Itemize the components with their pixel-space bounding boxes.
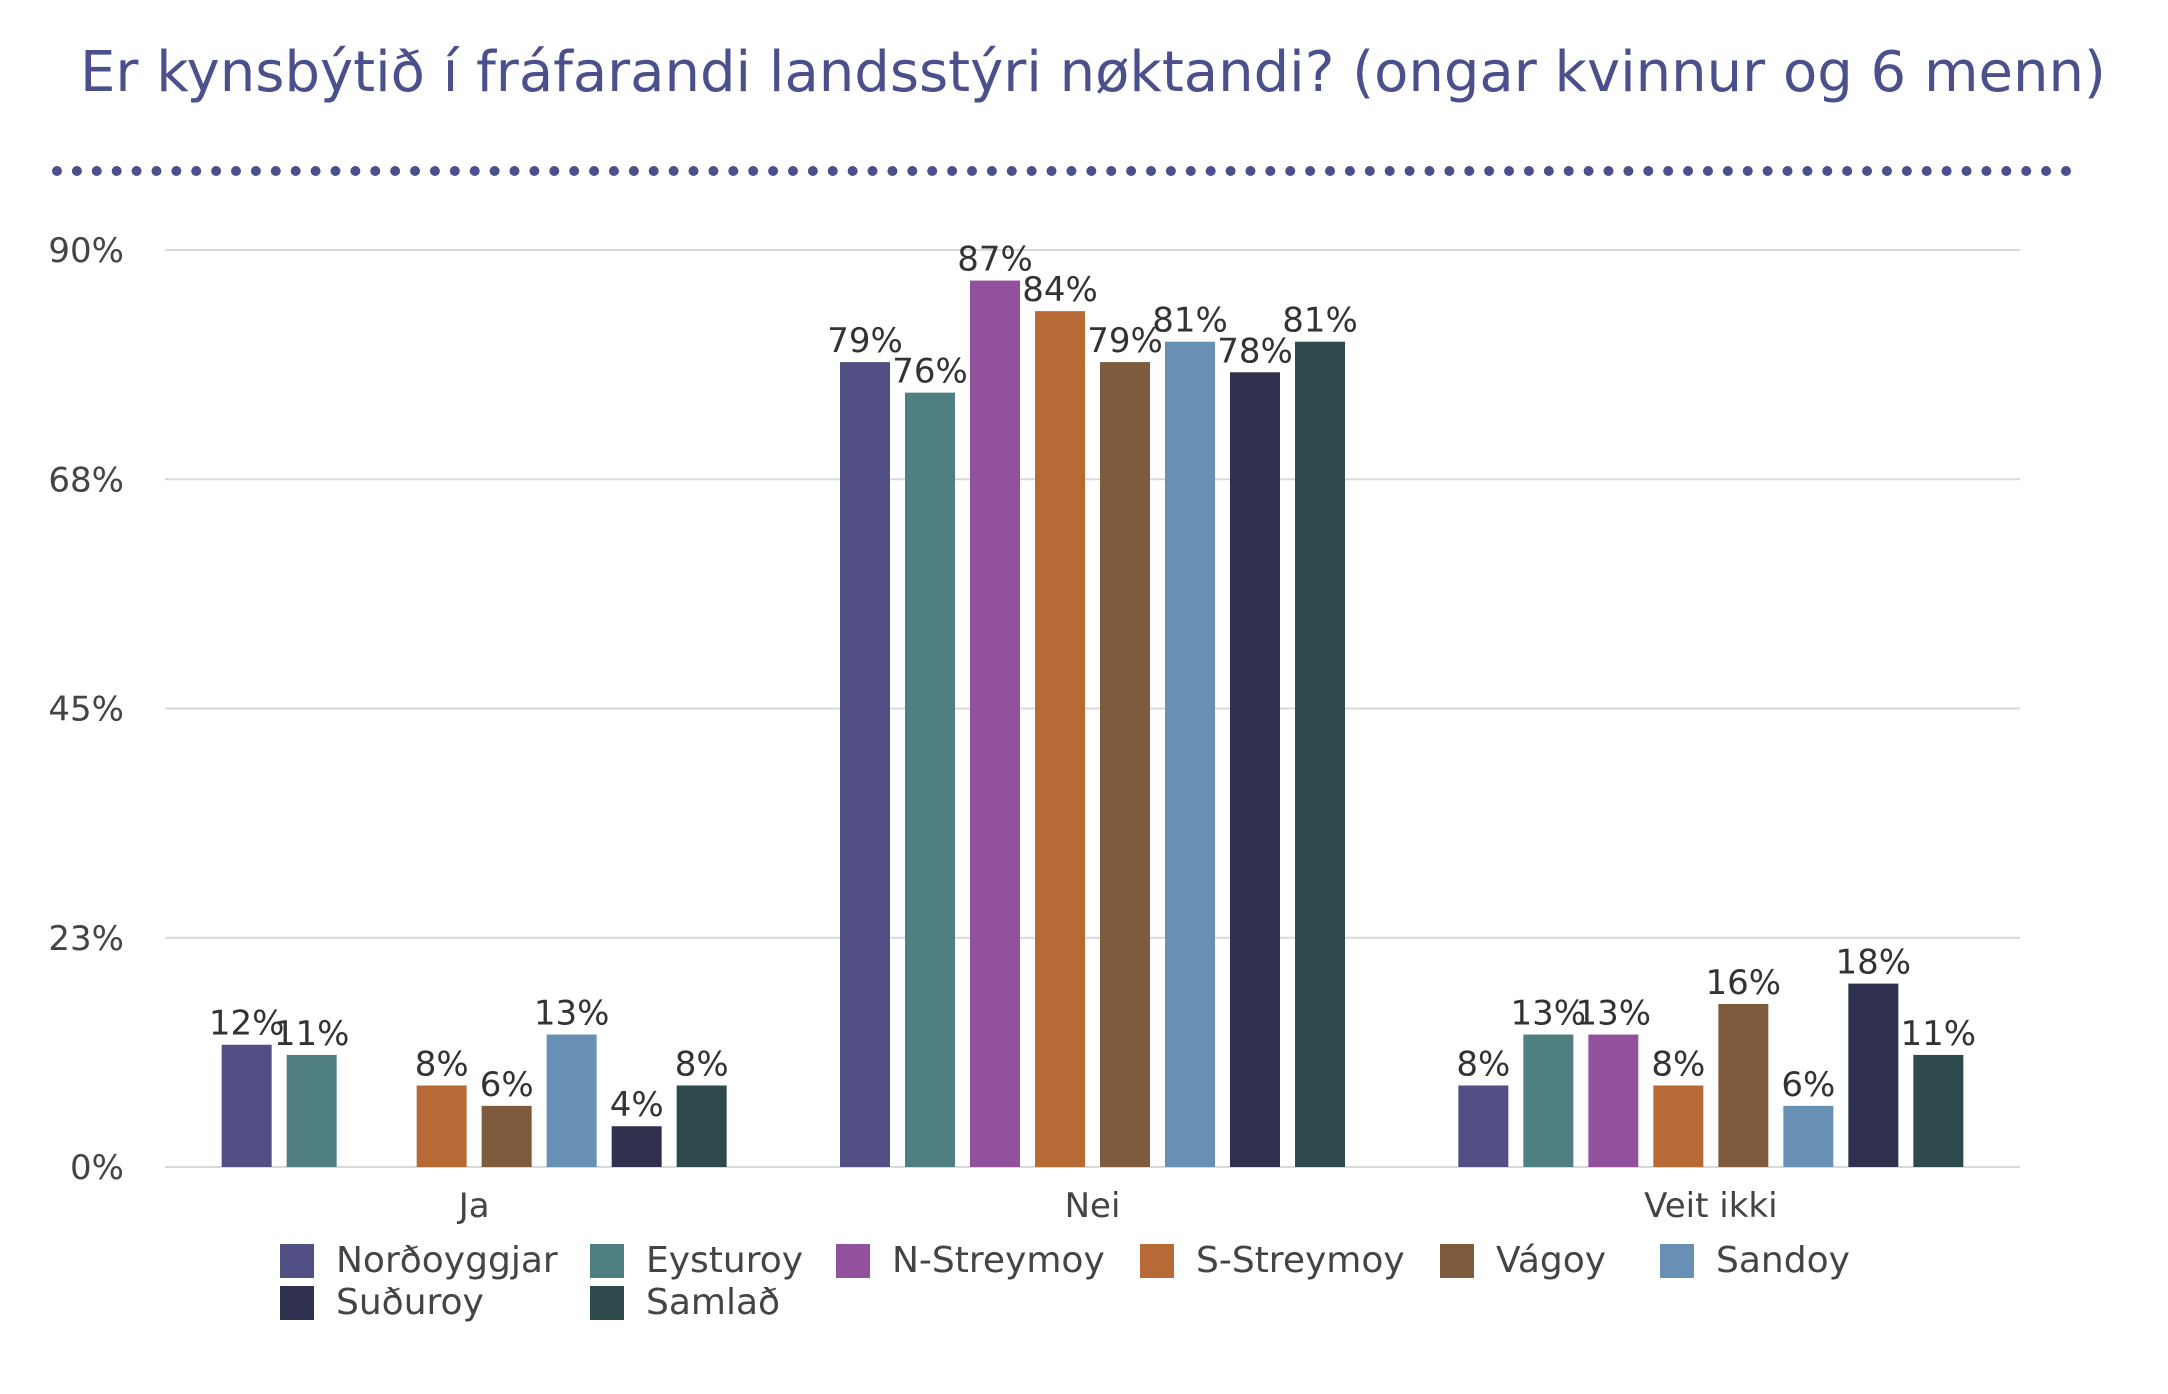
legend-item: Suðuroy [280, 1282, 484, 1323]
legend-swatch [280, 1285, 314, 1320]
data-label: 4% [610, 1085, 664, 1125]
bar [1035, 311, 1085, 1168]
data-label: 11% [274, 1014, 350, 1054]
data-label: 8% [415, 1044, 469, 1084]
data-label: 12% [209, 1004, 285, 1044]
bar [1523, 1034, 1574, 1167]
data-label: 78% [1217, 331, 1293, 371]
y-tick-label: 68% [48, 460, 124, 500]
bar [546, 1034, 597, 1167]
bar [611, 1126, 662, 1167]
data-label: 79% [827, 321, 903, 361]
data-label: 76% [892, 352, 968, 392]
x-category-label: Ja [457, 1186, 490, 1226]
bar [286, 1054, 337, 1167]
bar [1848, 983, 1899, 1167]
bar [1295, 341, 1345, 1167]
bar [1718, 1003, 1769, 1167]
legend-swatch [1440, 1243, 1474, 1278]
legend-label: Norðoyggjar [336, 1240, 558, 1281]
bar [840, 362, 890, 1168]
data-label: 81% [1282, 301, 1358, 341]
y-tick-label: 90% [48, 231, 124, 271]
bar [1230, 372, 1280, 1167]
legend-item: Norðoyggjar [280, 1240, 558, 1281]
legend-swatch [1140, 1243, 1174, 1278]
bar [1588, 1034, 1639, 1167]
data-label: 16% [1706, 963, 1782, 1003]
chart-title: Er kynsbýtið í fráfarandi landsstýri nøk… [80, 40, 2106, 105]
legend-swatch [280, 1243, 314, 1278]
legend-item: Sandoy [1660, 1240, 1850, 1281]
data-label: 81% [1152, 301, 1228, 341]
bar [970, 280, 1020, 1168]
y-tick-label: 0% [70, 1148, 124, 1188]
y-tick-label: 23% [48, 919, 124, 959]
legend-swatch [590, 1285, 624, 1320]
legend-label: Sandoy [1716, 1240, 1850, 1281]
legend-item: Eysturoy [590, 1240, 803, 1281]
bar [905, 392, 955, 1168]
legend-label: N-Streymoy [892, 1240, 1105, 1281]
bar [1913, 1054, 1964, 1167]
legend-swatch [836, 1243, 870, 1278]
bar [1653, 1085, 1704, 1167]
x-category-label: Nei [1065, 1186, 1121, 1226]
bar [416, 1085, 467, 1167]
data-label: 13% [1576, 994, 1652, 1034]
data-label: 87% [957, 240, 1033, 280]
bar [1458, 1085, 1509, 1167]
legend-swatch [590, 1243, 624, 1278]
legend-label: Samlað [646, 1282, 781, 1323]
x-category-label: Veit ikki [1644, 1186, 1777, 1226]
bar [1783, 1105, 1834, 1167]
title-divider [52, 166, 2072, 176]
bar [676, 1085, 727, 1167]
bar [481, 1105, 532, 1167]
legend-label: Suðuroy [336, 1282, 484, 1323]
legend-item: S-Streymoy [1140, 1240, 1405, 1281]
data-label: 6% [1781, 1065, 1835, 1105]
data-label: 8% [1456, 1044, 1510, 1084]
data-label: 11% [1901, 1014, 1977, 1054]
bar [1165, 341, 1215, 1167]
bar [1100, 362, 1150, 1168]
legend-item: Samlað [590, 1282, 780, 1323]
data-label: 8% [675, 1044, 729, 1084]
legend-swatch [1660, 1243, 1694, 1278]
data-label: 13% [534, 994, 610, 1034]
legend-label: Eysturoy [646, 1240, 804, 1281]
legend-item: N-Streymoy [836, 1240, 1105, 1281]
data-label: 8% [1651, 1044, 1705, 1084]
data-label: 6% [480, 1065, 534, 1105]
data-label: 18% [1836, 943, 1912, 983]
data-label: 13% [1511, 994, 1587, 1034]
bar [221, 1044, 272, 1167]
data-label: 84% [1022, 270, 1098, 310]
legend-item: Vágoy [1440, 1240, 1606, 1281]
y-tick-label: 45% [48, 690, 124, 730]
legend-label: Vágoy [1496, 1240, 1607, 1281]
data-label: 79% [1087, 321, 1163, 361]
legend-label: S-Streymoy [1196, 1240, 1405, 1281]
